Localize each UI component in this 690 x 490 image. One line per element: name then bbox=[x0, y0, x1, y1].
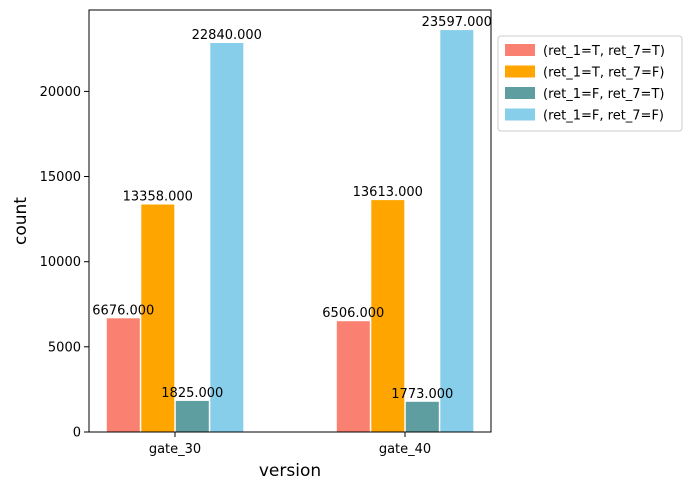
x-axis: gate_30 gate_40 bbox=[149, 432, 431, 457]
bar-gate_40-series-2 bbox=[405, 401, 439, 432]
legend-swatch bbox=[505, 87, 535, 99]
y-axis-title: count bbox=[11, 197, 31, 245]
bar-value-label: 23597.000 bbox=[422, 15, 492, 30]
legend-swatch bbox=[505, 108, 535, 121]
y-tick-label: 10000 bbox=[40, 255, 81, 270]
y-tick-label: 5000 bbox=[48, 340, 81, 355]
legend: (ret_1=T, ret_7=T) (ret_1=T, ret_7=F) (ret… bbox=[497, 35, 683, 132]
y-tick-label: 0 bbox=[73, 426, 81, 441]
bar-gate_40-series-0 bbox=[336, 321, 370, 432]
legend-entry-label: (ret_1=T, ret_7=T) bbox=[543, 44, 665, 59]
legend-frame bbox=[497, 35, 683, 132]
plot-frame bbox=[88, 9, 492, 433]
y-tick-label: 15000 bbox=[40, 170, 81, 185]
bar-labels-layer: 6676.000 6506.000 13358.000 13613.000 1825.0… bbox=[92, 15, 492, 402]
y-tick-label: 20000 bbox=[40, 85, 81, 100]
bar-gate_30-series-3 bbox=[210, 43, 244, 432]
bar-value-label: 13613.000 bbox=[353, 185, 423, 200]
bar-value-label: 6676.000 bbox=[92, 303, 154, 318]
bar-gate_30-series-2 bbox=[175, 400, 209, 432]
bar-gate_30-series-0 bbox=[106, 318, 140, 432]
bar-value-label: 13358.000 bbox=[123, 190, 193, 205]
legend-swatch bbox=[505, 65, 535, 78]
bar-value-label: 1825.000 bbox=[161, 386, 223, 401]
legend-entry-label: (ret_1=F, ret_7=T) bbox=[543, 87, 664, 102]
x-tick-label: gate_40 bbox=[379, 442, 431, 457]
y-axis: 0 5000 10000 15000 20000 bbox=[40, 85, 89, 441]
bar-value-label: 22840.000 bbox=[192, 28, 262, 43]
bar-gate_30-series-1 bbox=[141, 204, 175, 432]
bar-gate_40-series-3 bbox=[440, 30, 474, 432]
bar-value-label: 6506.000 bbox=[322, 306, 384, 321]
legend-entry-label: (ret_1=T, ret_7=F) bbox=[543, 66, 664, 81]
bar-value-label: 1773.000 bbox=[391, 387, 453, 402]
legend-swatch bbox=[505, 44, 535, 56]
legend-entry-label: (ret_1=F, ret_7=F) bbox=[543, 109, 664, 124]
bars-layer bbox=[106, 30, 474, 432]
x-tick-label: gate_30 bbox=[149, 442, 201, 457]
bar-gate_40-series-1 bbox=[371, 200, 405, 432]
x-axis-title: version bbox=[259, 461, 321, 481]
